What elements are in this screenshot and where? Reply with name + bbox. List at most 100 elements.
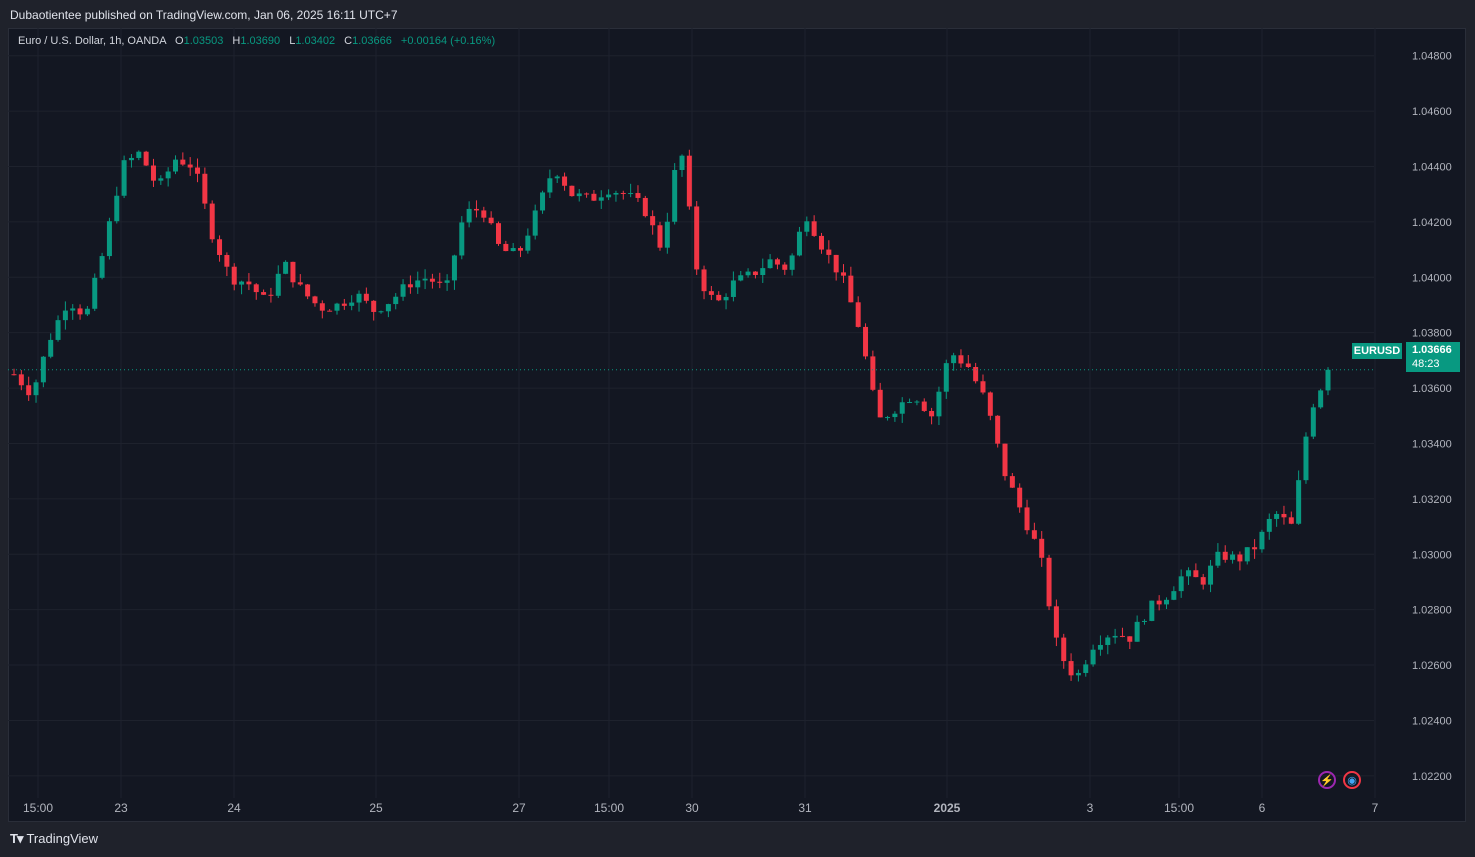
candle-body [745,271,751,276]
x-tick-label: 23 [114,801,128,815]
x-tick-label: 15:00 [23,801,53,815]
candle-body [195,167,201,174]
candle-body [943,363,949,392]
candle-body [1083,664,1089,673]
y-tick-label: 1.02200 [1412,771,1452,783]
candle-body [40,356,46,383]
published-info: Dubaotientee published on TradingView.co… [10,8,398,22]
candle-body [877,389,883,418]
candle-body [987,392,993,416]
candle-body [393,296,399,305]
candle-body [1156,600,1162,605]
candle-body [305,284,311,297]
candle-body [708,291,714,295]
candle-body [239,281,245,285]
candle-body [870,356,876,390]
candle-body [473,208,479,211]
candle-body [150,165,156,181]
close-value: 1.03666 [352,35,392,47]
candle-body [635,193,641,198]
candle-body [1178,576,1184,592]
candle-body [841,272,847,276]
candle-body [18,374,24,386]
candle-body [679,155,685,171]
candle-body [613,192,619,195]
candle-body [657,225,663,248]
candle-body [1318,390,1324,408]
candle-body [1046,557,1052,607]
y-tick-label: 1.03000 [1412,549,1452,561]
candle-body [576,193,582,197]
bottom-bar [0,822,1475,857]
y-tick-label: 1.02800 [1412,605,1452,617]
candle-body [767,259,773,269]
candle-body [848,275,854,303]
candle-body [525,235,531,251]
candle-body [202,173,208,204]
candle-body [459,222,465,256]
candle-body [503,243,509,252]
candle-body [907,402,913,404]
candle-body [1097,644,1103,650]
candle-body [914,401,920,403]
candle-body [187,164,193,168]
candle-body [48,339,54,357]
candle-body [106,221,112,257]
y-tick-label: 1.04200 [1412,217,1452,229]
candle-body [172,159,178,172]
candle-body [253,284,259,293]
candle-body [855,302,861,327]
candlestick-chart[interactable]: 1.04800 1.04600 1.04400 1.04200 1.04000 1.038… [8,28,1466,822]
candle-body [540,192,546,211]
candle-body [1237,554,1243,562]
x-tick-label: 3 [1087,801,1094,815]
candle-body [136,151,142,158]
candle-body [165,171,171,179]
y-tick-label: 1.04600 [1412,106,1452,118]
candle-body [789,255,795,270]
y-tick-label: 1.04800 [1412,51,1452,63]
candle-body [995,415,1001,444]
candle-body [723,296,729,301]
candle-body [1171,591,1177,600]
candle-body [451,255,457,281]
candle-body [1259,531,1265,550]
candle-body [863,326,869,357]
chart-pane[interactable] [8,28,1466,822]
candle-body [128,157,134,161]
candle-body [598,197,604,201]
ohlc-legend: Euro / U.S. Dollar, 1h, OANDA O1.03503 H… [18,35,495,47]
x-tick-label: 15:00 [1164,801,1194,815]
symbol-description[interactable]: Euro / U.S. Dollar, 1h, OANDA [18,35,166,47]
candle-body [1031,530,1037,539]
candle-body [290,261,296,283]
candle-body [488,217,494,224]
candle-body [1164,599,1170,605]
candle-body [1274,513,1280,519]
candle-body [562,176,568,186]
x-tick-label: 24 [227,801,241,815]
candle-body [620,192,626,194]
candle-body [518,248,524,251]
candle-body [1208,565,1214,585]
low-label: L [289,35,296,47]
candle-body [1193,570,1199,578]
candle-body [1281,513,1287,518]
y-tick-label: 1.03800 [1412,328,1452,340]
brand-name: TradingView [26,831,99,846]
candle-body [437,281,443,283]
candle-body [606,194,612,198]
candle-body [782,264,788,270]
candle-body [26,385,32,396]
candle-body [694,206,700,270]
tradingview-logo[interactable]: T▾ TradingView [10,831,98,847]
candle-body [62,310,68,321]
candle-body [532,210,538,236]
candle-body [1141,620,1147,622]
candle-body [1325,369,1331,391]
candle-body [811,221,817,236]
globe-icon[interactable]: ◉ [1343,771,1361,789]
candle-body [1266,518,1272,532]
bolt-icon[interactable]: ⚡ [1318,771,1336,789]
candle-body [929,410,935,417]
